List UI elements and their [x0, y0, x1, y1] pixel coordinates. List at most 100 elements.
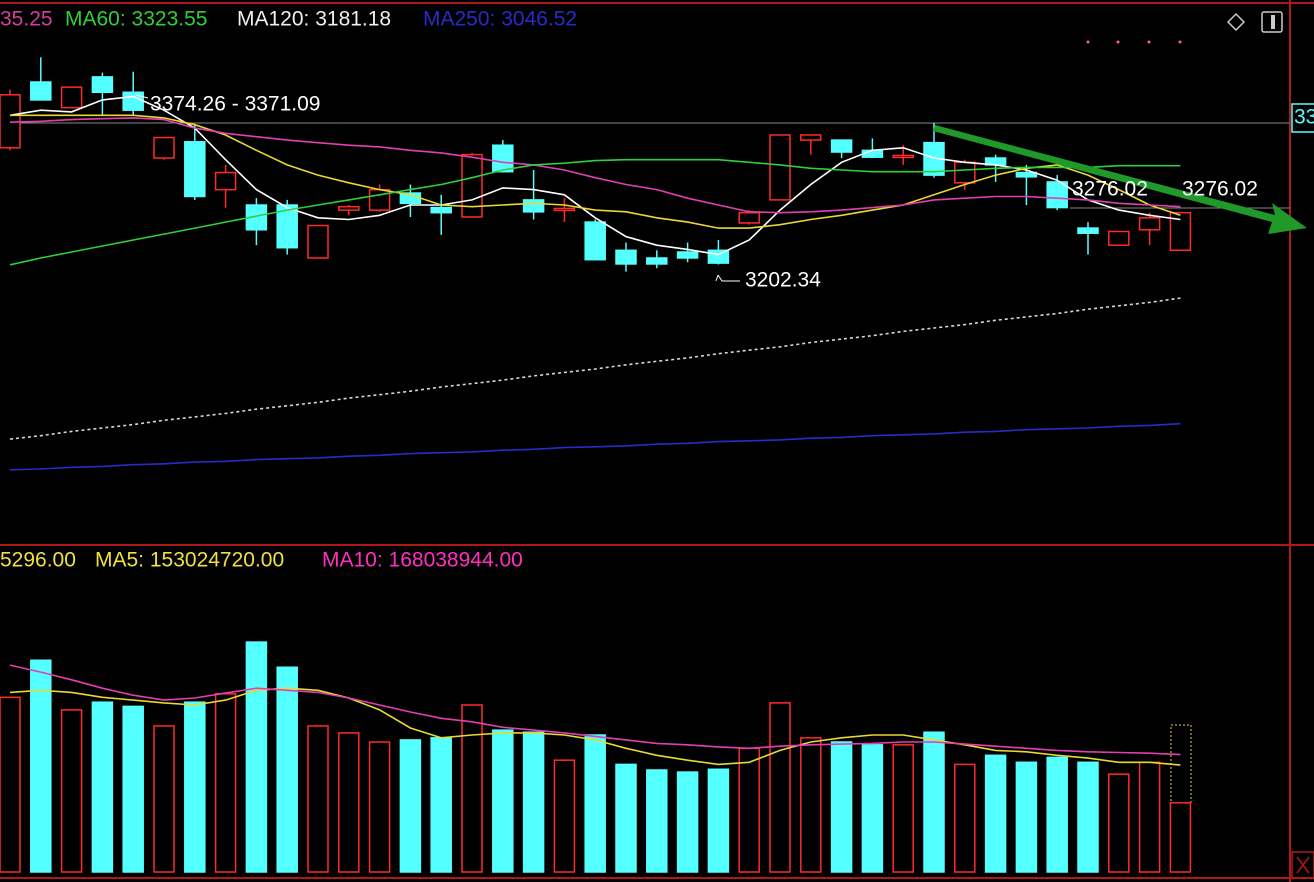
candle-body	[492, 144, 514, 173]
candle-body	[276, 204, 298, 249]
candle-body	[307, 224, 329, 259]
candle-body	[368, 188, 391, 211]
labels: 3374.26 - 3371.09 3202.34 3276.02 3276.02 33…	[0, 8, 1314, 572]
candle-body	[338, 205, 360, 211]
volume-bar	[1169, 802, 1192, 873]
legend-entry: MA120: 3181.18	[237, 8, 391, 31]
close-icon	[1296, 856, 1310, 874]
volume-bar	[1015, 761, 1038, 873]
volume-bar	[153, 725, 175, 873]
volume-bar	[984, 754, 1007, 873]
candle-body	[553, 207, 576, 212]
annotation: 3374.26 - 3371.09	[150, 93, 320, 116]
volume-bar	[338, 732, 360, 873]
volume-bar	[184, 701, 206, 873]
annotation-pointer	[715, 274, 740, 282]
candle-body	[646, 257, 668, 265]
volume-bar	[399, 739, 422, 873]
candle-body	[584, 221, 606, 261]
annotation-pointer	[135, 94, 149, 99]
volume-bar	[214, 693, 237, 873]
annotation: 3276.02	[1182, 178, 1258, 201]
ma-line	[9, 95, 1181, 256]
candle-body	[30, 81, 52, 101]
candle-body	[800, 134, 822, 141]
volume-bar	[461, 704, 483, 873]
legend-entry: MA60: 3323.55	[65, 8, 207, 31]
marks	[0, 57, 1192, 873]
candle-body	[430, 206, 452, 214]
candle-body	[461, 153, 483, 218]
window-icon-bar	[1271, 15, 1275, 29]
volume-bar	[615, 763, 637, 873]
volume-bar	[368, 741, 391, 873]
volume-bar	[492, 729, 514, 873]
legend-entry: MA10: 168038944.00	[322, 549, 523, 572]
ma-line	[9, 158, 1181, 266]
volume-bar	[707, 768, 730, 873]
volume-bar	[769, 702, 791, 873]
volume-bar	[738, 747, 760, 873]
candle-body	[1015, 171, 1038, 178]
ma-line	[9, 117, 1181, 214]
volume-bar	[676, 771, 699, 873]
volume-bar	[1108, 773, 1130, 873]
candle-body	[954, 161, 976, 184]
candle-body	[738, 211, 760, 224]
candle-body	[1077, 227, 1099, 234]
dots	[1086, 40, 1182, 44]
annotation: 3276.02	[1072, 178, 1148, 201]
candle-body	[769, 134, 791, 201]
volume-bar	[0, 696, 21, 873]
volume-bar	[646, 769, 668, 873]
annotation: 33	[1294, 106, 1314, 129]
trend-arrow	[933, 125, 1307, 234]
window-icon[interactable]	[1261, 11, 1283, 33]
volume-bar	[830, 741, 853, 873]
ma-line	[9, 422, 1181, 471]
diamond-icon[interactable]	[1226, 12, 1246, 32]
candle-body	[1138, 217, 1161, 231]
volume-bar	[307, 725, 329, 873]
legend-entry: MA5: 153024720.00	[95, 549, 284, 572]
volume-bar	[1138, 761, 1161, 873]
volume-bar	[60, 709, 83, 873]
volume-bar	[584, 734, 606, 873]
volume-bar	[276, 666, 298, 873]
candle-body	[153, 136, 175, 159]
legend-entry: 35.25	[0, 8, 53, 31]
candle-body	[522, 199, 545, 213]
candle-body	[1046, 181, 1068, 209]
volume-bar	[954, 763, 976, 873]
candle-body	[830, 139, 853, 153]
close-box[interactable]	[1291, 851, 1314, 879]
volume-bar	[91, 701, 114, 873]
candle-body	[615, 249, 637, 265]
legend-entry: 5296.00	[0, 549, 76, 572]
volume-bar	[1046, 756, 1068, 873]
candle-body	[122, 91, 144, 111]
ma-line	[9, 687, 1181, 766]
volume-bar	[122, 705, 144, 873]
volume-bar	[861, 744, 884, 873]
candle-body	[676, 251, 699, 259]
candle-body	[1108, 230, 1130, 246]
candle-body	[91, 76, 114, 94]
candle-body	[60, 86, 83, 109]
volume-bar	[30, 659, 52, 873]
volume-bar	[553, 759, 576, 873]
ma-line	[10, 114, 1181, 229]
volume-bar	[245, 641, 268, 873]
volume-bar	[522, 731, 545, 873]
candle-body	[214, 171, 237, 191]
price-tag	[1291, 103, 1314, 133]
candle-body	[707, 249, 730, 264]
candle-body	[892, 154, 914, 159]
volume-bar	[800, 737, 822, 873]
ma-line	[9, 664, 1181, 756]
volume-bar	[923, 731, 945, 873]
candle-body	[184, 141, 206, 198]
legend-entry: MA250: 3046.52	[423, 8, 577, 31]
candle-body	[1169, 211, 1192, 252]
